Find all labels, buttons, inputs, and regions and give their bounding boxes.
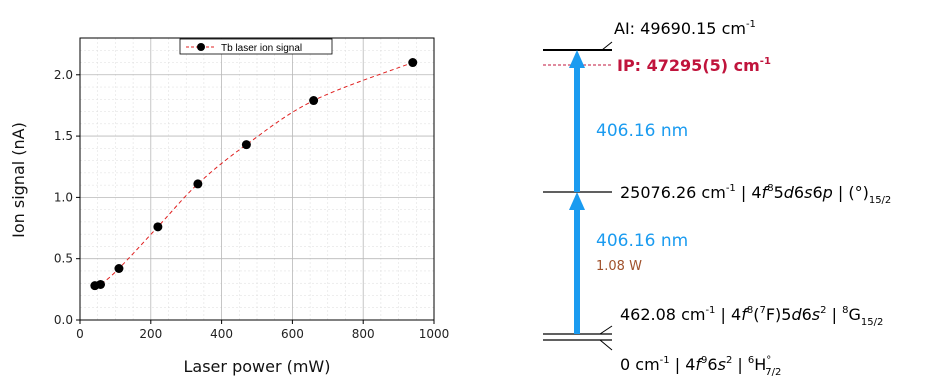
x-tick-label: 0 [76,327,84,341]
data-point [153,222,163,232]
legend-box [179,38,333,55]
upper-wavelength-label: 406.16 nm [596,121,688,141]
x-tick-label: 1000 [419,327,450,341]
ground-level-label: 0 cm-1 | 4f96s2 | 6H° 7/2 [620,355,781,378]
data-point [96,279,106,289]
data-point [408,58,418,68]
low-level-label: 462.08 cm-1 | 4f8(7F)5d6s2 | 8G15/2 [620,305,883,328]
ai-level-leader [601,41,613,51]
lower-wavelength-label: 406.16 nm [596,231,688,251]
x-axis-ticks: 0 200 400 600 800 1000 [76,320,449,341]
transition-arrow-lower [569,192,585,334]
legend: Tb laser ion signal [179,38,333,55]
low-level-leader [599,325,613,335]
intermediate-level-label: 25076.26 cm-1 | 4f85d6s6p | (°)15/2 [620,183,891,206]
y-tick-label: 0.0 [54,313,73,327]
grid-minor [80,37,434,320]
plot-frame [79,37,435,321]
legend-label: Tb laser ion signal [221,43,302,54]
energy-level-diagram: AI: 49690.15 cm-1 IP: 47295(5) cm-1 2507… [543,19,891,378]
y-tick-label: 0.5 [54,252,73,266]
y-tick-label: 2.0 [54,68,73,82]
data-point [193,179,203,189]
fit-curve [94,62,413,287]
data-points [90,58,418,291]
x-tick-label: 200 [139,327,162,341]
lower-power-label: 1.08 W [596,259,642,274]
ion-signal-chart: 0 200 400 600 800 1000 0.0 0.5 1.0 1.5 2.0 Laser … [9,37,449,376]
ai-level-label: AI: 49690.15 cm-1 [614,19,756,38]
ip-level-label: IP: 47295(5) cm-1 [617,56,771,75]
ground-level-leader [599,339,613,351]
x-tick-label: 600 [281,327,304,341]
y-tick-label: 1.5 [54,129,73,143]
data-point [114,264,124,274]
y-axis-ticks: 0.0 0.5 1.0 1.5 2.0 [54,68,80,327]
x-tick-label: 400 [210,327,233,341]
y-tick-label: 1.0 [54,190,73,204]
y-axis-label: Ion signal (nA) [9,122,28,238]
transition-arrow-upper [569,50,585,192]
data-point [309,96,319,106]
data-point [241,140,251,150]
legend-marker [197,43,205,51]
x-axis-label: Laser power (mW) [184,357,331,376]
x-tick-label: 800 [352,327,375,341]
